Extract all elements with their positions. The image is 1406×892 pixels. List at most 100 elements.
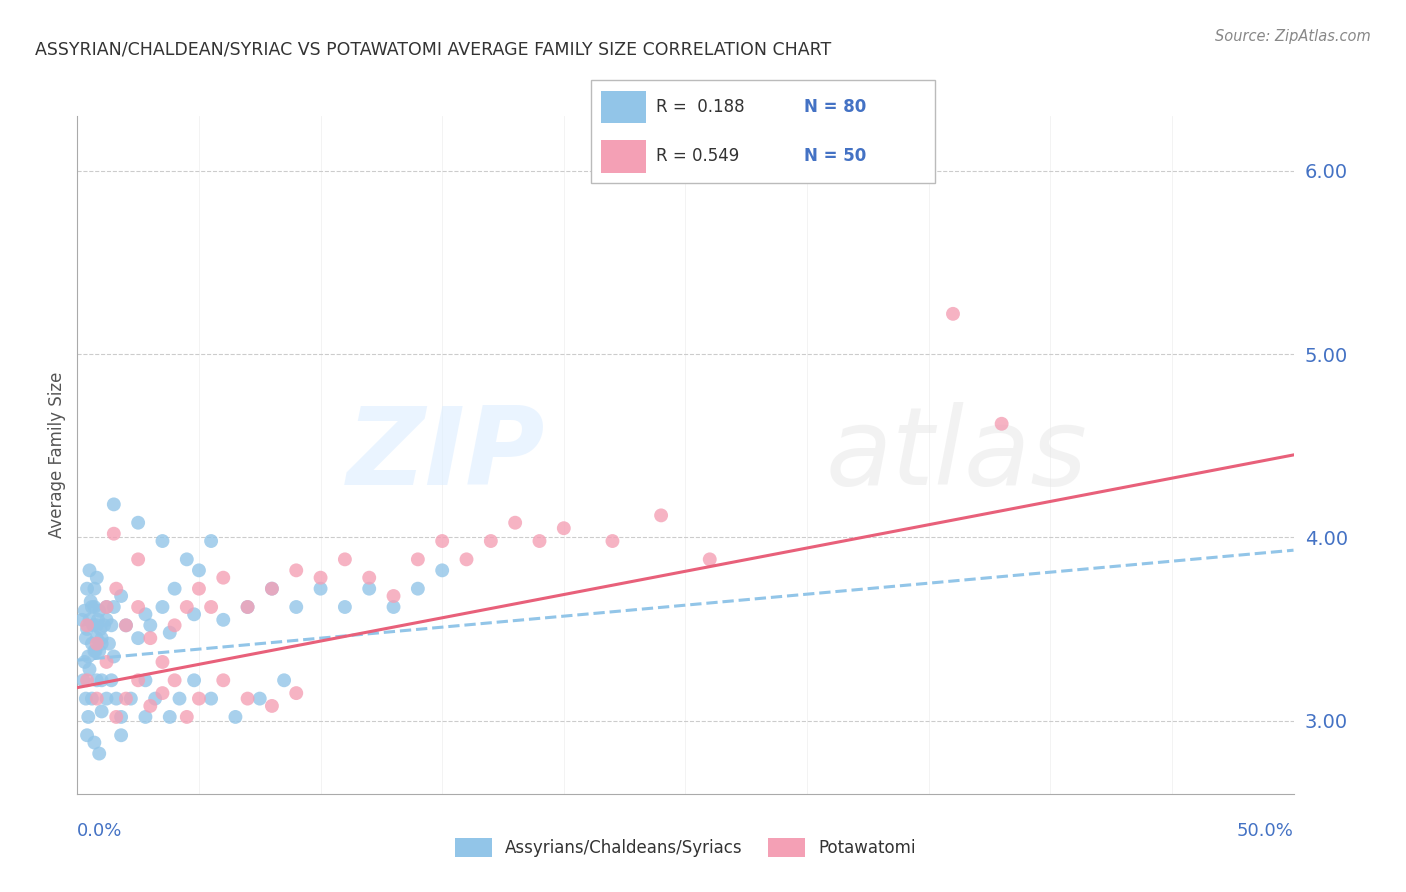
Point xyxy=(73,655,96,669)
Point xyxy=(89,604,111,618)
Point xyxy=(76,673,98,688)
Point xyxy=(103,526,125,541)
Point xyxy=(72,673,94,688)
Point xyxy=(80,637,103,651)
Point xyxy=(212,613,235,627)
Text: N = 50: N = 50 xyxy=(804,147,866,165)
Point xyxy=(285,686,308,700)
Point xyxy=(83,582,105,596)
Point xyxy=(260,582,283,596)
Point xyxy=(236,599,259,614)
Point xyxy=(503,516,526,530)
Text: ZIP: ZIP xyxy=(347,402,546,508)
Point xyxy=(990,417,1012,431)
Point xyxy=(86,618,108,632)
Point xyxy=(89,644,111,658)
Point xyxy=(80,594,103,608)
Point xyxy=(529,534,551,549)
Point xyxy=(96,655,118,669)
Point xyxy=(942,307,965,321)
Point xyxy=(80,691,103,706)
Point xyxy=(90,631,112,645)
Point xyxy=(152,534,174,549)
Bar xyxy=(600,91,645,123)
Point xyxy=(309,571,332,585)
Point xyxy=(134,673,156,688)
Point xyxy=(77,710,100,724)
Point xyxy=(127,599,149,614)
Point xyxy=(285,563,308,577)
Text: R =  0.188: R = 0.188 xyxy=(657,98,745,116)
Point xyxy=(100,618,122,632)
Point xyxy=(115,618,138,632)
Point xyxy=(152,599,174,614)
Point xyxy=(83,599,105,614)
Point xyxy=(139,618,162,632)
Point xyxy=(406,552,429,566)
Point xyxy=(224,710,246,724)
Point xyxy=(110,728,132,742)
Point xyxy=(89,622,111,636)
Point xyxy=(76,622,98,636)
Point xyxy=(105,710,128,724)
Point xyxy=(96,599,118,614)
Point xyxy=(110,589,132,603)
Point xyxy=(139,698,162,713)
Point xyxy=(103,599,125,614)
Point xyxy=(456,552,478,566)
Point xyxy=(79,613,101,627)
Point xyxy=(200,599,222,614)
Point xyxy=(188,582,211,596)
Point xyxy=(76,801,98,815)
Point xyxy=(169,691,191,706)
Point xyxy=(479,534,502,549)
Point xyxy=(105,582,128,596)
Point xyxy=(430,563,453,577)
Point xyxy=(75,631,97,645)
Point xyxy=(82,618,104,632)
Point xyxy=(212,673,235,688)
Point xyxy=(176,552,198,566)
Point xyxy=(83,644,105,658)
Point xyxy=(188,563,211,577)
Text: R = 0.549: R = 0.549 xyxy=(657,147,740,165)
Point xyxy=(100,673,122,688)
Point xyxy=(285,599,308,614)
Point xyxy=(79,563,101,577)
Point xyxy=(96,599,118,614)
Y-axis label: Average Family Size: Average Family Size xyxy=(48,372,66,538)
Point xyxy=(86,571,108,585)
Text: 0.0%: 0.0% xyxy=(77,822,122,840)
Point xyxy=(84,644,107,658)
Point xyxy=(76,582,98,596)
Point xyxy=(97,637,120,651)
Point xyxy=(110,710,132,724)
Point xyxy=(127,631,149,645)
Point xyxy=(249,691,271,706)
Point xyxy=(103,649,125,664)
Point xyxy=(115,618,138,632)
Point xyxy=(143,691,166,706)
Point xyxy=(188,691,211,706)
Point xyxy=(96,691,118,706)
Point xyxy=(77,649,100,664)
Text: 50.0%: 50.0% xyxy=(1237,822,1294,840)
Point xyxy=(89,747,111,761)
Point xyxy=(163,582,186,596)
Point xyxy=(90,637,112,651)
Point xyxy=(382,599,405,614)
Point xyxy=(76,618,98,632)
Point xyxy=(236,691,259,706)
Point xyxy=(152,655,174,669)
Point xyxy=(152,686,174,700)
Point xyxy=(183,607,205,622)
Point xyxy=(236,599,259,614)
Point xyxy=(159,625,181,640)
Point xyxy=(163,618,186,632)
Point xyxy=(96,613,118,627)
Point xyxy=(103,497,125,511)
Point xyxy=(333,599,356,614)
Point xyxy=(86,673,108,688)
Point xyxy=(183,673,205,688)
Point xyxy=(90,673,112,688)
